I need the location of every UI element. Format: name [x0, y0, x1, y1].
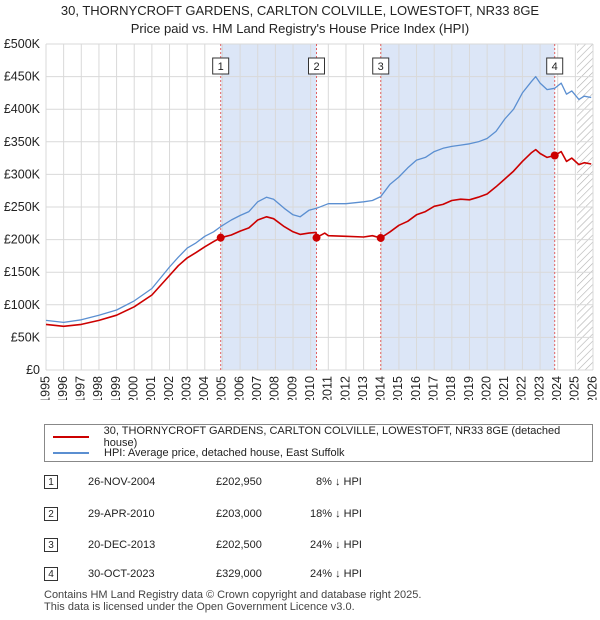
x-tick-label: 2022 [515, 376, 529, 400]
price-chart: 1 2 3 4 £0 £50K £100K £150K £200K £250K £300K £350… [4, 37, 599, 400]
x-tick-label: 2000 [127, 376, 141, 400]
x-tick-label: 2005 [215, 376, 229, 400]
sale-point [312, 233, 321, 242]
legend-swatch-property [53, 436, 89, 438]
y-tick-label: £150K [4, 265, 41, 279]
y-tick-label: £100K [4, 298, 41, 312]
y-tick-label: £500K [4, 37, 41, 51]
y-tick-label: £350K [4, 135, 41, 149]
chart-legend: 30, THORNYCROFT GARDENS, CARLTON COLVILL… [44, 424, 593, 462]
y-tick-label: £250K [4, 200, 41, 214]
x-tick-label: 2001 [144, 376, 158, 400]
transaction-price: £202,950 [216, 476, 262, 488]
transaction-price: £202,500 [216, 539, 262, 551]
legend-label-property: 30, THORNYCROFT GARDENS, CARLTON COLVILL… [103, 425, 561, 449]
transaction-hpi-diff: 8% ↓ HPI [316, 476, 362, 488]
x-tick-label: 2012 [338, 376, 352, 400]
transaction-hpi-diff: 24% ↓ HPI [310, 539, 362, 551]
sale-marker-label: 3 [378, 61, 384, 73]
sale-point [376, 233, 385, 242]
y-tick-label: £0 [26, 363, 40, 377]
x-tick-label: 2016 [409, 376, 423, 400]
sale-point [550, 151, 559, 160]
y-tick-label: £400K [4, 102, 41, 116]
x-tick-label: 1997 [74, 376, 88, 400]
transaction-number: 2 [44, 507, 58, 521]
transaction-date: 20-DEC-2013 [88, 539, 156, 551]
x-tick-label: 2013 [356, 376, 370, 400]
footer-licence: This data is licensed under the Open Gov… [44, 601, 355, 613]
sale-marker-box [308, 57, 326, 75]
x-tick-label: 2004 [197, 376, 211, 400]
x-tick-label: 2002 [162, 376, 176, 400]
x-tick-label: 2009 [285, 376, 299, 400]
sale-marker-box [372, 57, 390, 75]
legend-label-hpi: HPI: Average price, detached house, East… [104, 447, 345, 459]
transaction-number: 4 [44, 567, 58, 581]
hpi-line [45, 75, 592, 324]
x-tick-label: 2015 [391, 376, 405, 400]
transaction-price: £203,000 [216, 508, 262, 520]
x-tick-label: 2020 [479, 376, 493, 400]
x-tick-label: 2003 [179, 376, 193, 400]
property-price-line [45, 148, 592, 328]
x-tick-label: 2014 [374, 376, 388, 400]
x-tick-label: 2010 [303, 376, 317, 400]
transaction-hpi-diff: 24% ↓ HPI [310, 568, 362, 580]
x-tick-label: 2018 [444, 376, 458, 400]
transaction-number: 3 [44, 538, 58, 552]
x-tick-label: 1999 [109, 376, 123, 400]
x-tick-label: 2024 [550, 376, 564, 400]
sale-marker-box [546, 57, 564, 75]
y-tick-label: £200K [4, 233, 41, 247]
x-tick-label: 1998 [91, 376, 105, 400]
x-tick-label: 2006 [232, 376, 246, 400]
transaction-price: £329,000 [216, 568, 262, 580]
x-tick-label: 2011 [321, 376, 335, 400]
legend-swatch-hpi [53, 452, 89, 454]
chart-subtitle: Price paid vs. HM Land Registry's House … [130, 21, 470, 36]
x-tick-label: 1996 [56, 376, 70, 400]
x-tick-label: 2026 [585, 376, 599, 400]
y-tick-label: £450K [4, 70, 41, 84]
y-tick-label: £50K [11, 330, 41, 344]
y-tick-label: £300K [4, 167, 41, 181]
sale-marker-label: 1 [218, 61, 224, 73]
x-tick-label: 2025 [568, 376, 582, 400]
sale-marker-box [212, 57, 230, 75]
x-tick-label: 2017 [426, 376, 440, 400]
legend-item-hpi: HPI: Average price, detached house, East… [53, 445, 345, 461]
sale-point [216, 233, 225, 242]
legend-item-property: 30, THORNYCROFT GARDENS, CARLTON COLVILL… [53, 425, 592, 449]
sale-marker-label: 4 [552, 61, 558, 73]
x-tick-label: 2021 [497, 376, 511, 400]
footer-copyright: Contains HM Land Registry data © Crown c… [44, 589, 422, 601]
x-tick-label: 1995 [38, 376, 52, 400]
transaction-hpi-diff: 18% ↓ HPI [310, 508, 362, 520]
transaction-number: 1 [44, 475, 58, 489]
transaction-date: 26-NOV-2004 [88, 476, 156, 488]
x-tick-label: 2007 [250, 376, 264, 400]
transaction-date: 30-OCT-2023 [88, 568, 155, 580]
chart-title: 30, THORNYCROFT GARDENS, CARLTON COLVILL… [60, 3, 540, 18]
transaction-date: 29-APR-2010 [88, 508, 155, 520]
x-tick-label: 2019 [462, 376, 476, 400]
sale-marker-label: 2 [313, 61, 319, 73]
x-tick-label: 2008 [268, 376, 282, 400]
x-tick-label: 2023 [532, 376, 546, 400]
